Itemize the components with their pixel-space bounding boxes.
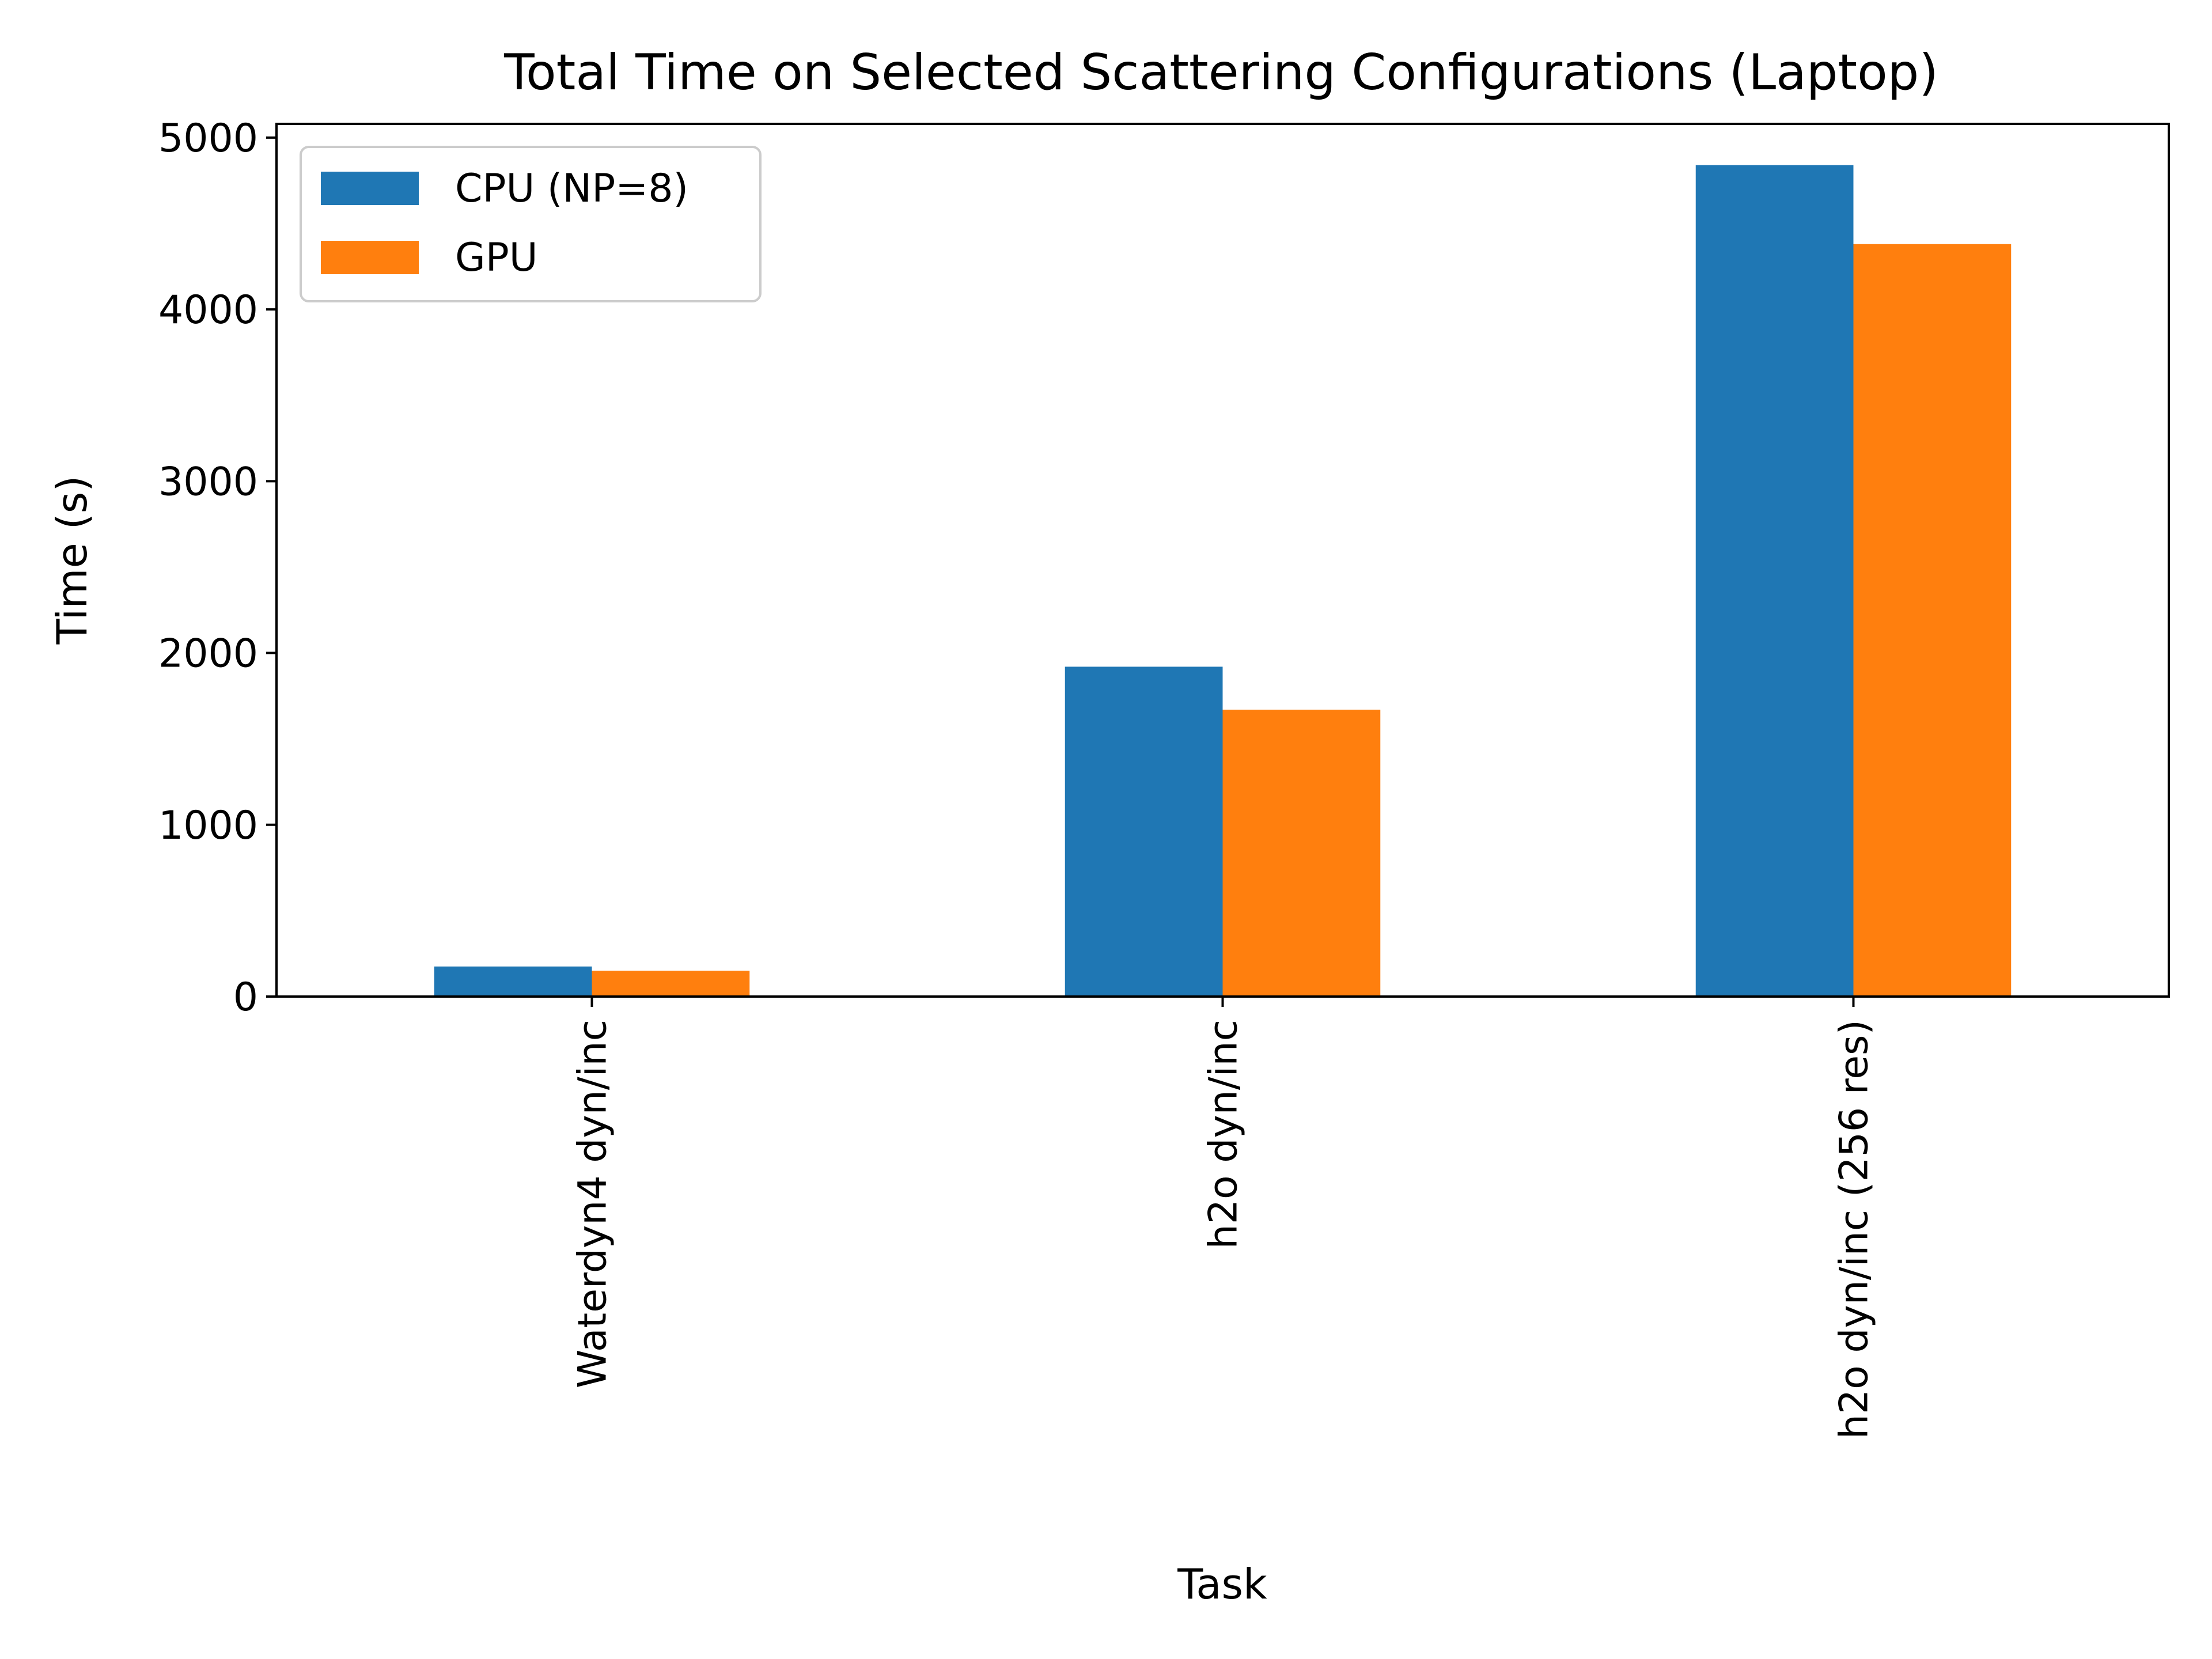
x-tick-label-2: h2o dyn/inc (256 res) [1832, 1020, 1877, 1439]
y-axis-ticks: 0 1000 2000 3000 4000 5000 [158, 116, 276, 1020]
y-axis-label: Time (s) [48, 476, 96, 645]
y-tick-label-2: 2000 [158, 631, 258, 677]
bars-group [434, 165, 2012, 997]
bar-gpu-0 [592, 971, 750, 997]
bar-cpu-2 [1695, 165, 1854, 997]
chart-title: Total Time on Selected Scattering Config… [503, 44, 1938, 101]
y-tick-label-1: 1000 [158, 803, 258, 849]
legend: CPU (NP=8) GPU [300, 146, 762, 302]
bar-gpu-2 [1853, 244, 2012, 997]
y-tick-label-3: 3000 [158, 459, 258, 505]
x-axis-label: Task [1177, 1560, 1267, 1608]
y-tick-label-0: 0 [233, 975, 258, 1020]
y-tick-label-5: 5000 [158, 116, 258, 161]
plot-area-frame [275, 123, 2170, 998]
x-axis-ticks: Waterdyn4 dyn/inc h2o dyn/inc h2o dyn/inc … [570, 997, 1877, 1439]
legend-swatch-gpu [321, 241, 419, 274]
bar-cpu-1 [1065, 666, 1223, 997]
legend-label-gpu: GPU [455, 235, 537, 281]
legend-swatch-cpu [321, 172, 419, 205]
legend-label-cpu: CPU (NP=8) [455, 166, 688, 211]
x-tick-label-1: h2o dyn/inc [1201, 1020, 1247, 1249]
x-tick-label-0: Waterdyn4 dyn/inc [570, 1020, 616, 1388]
bar-gpu-1 [1222, 709, 1381, 997]
y-tick-label-4: 4000 [158, 287, 258, 333]
bar-cpu-0 [434, 966, 592, 997]
